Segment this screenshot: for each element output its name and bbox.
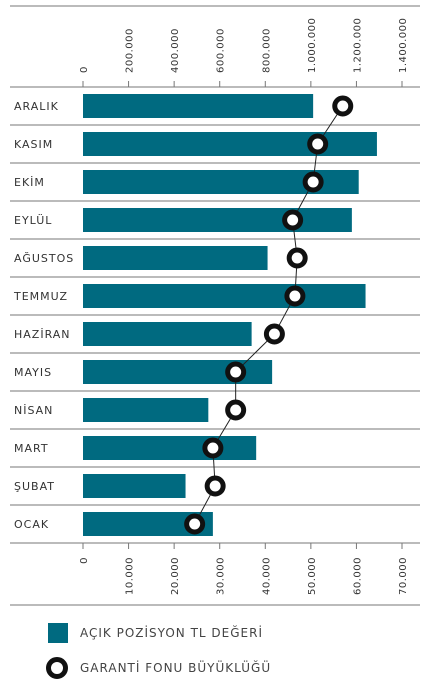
bar (83, 474, 186, 498)
category-label: ŞUBAT (14, 480, 55, 493)
bottom-tick-label: 10.000 (125, 557, 136, 595)
marker (225, 361, 247, 383)
bottom-tick-label: 20.000 (170, 557, 181, 595)
bar (83, 322, 252, 346)
category-label: NİSAN (14, 404, 53, 417)
legend-swatch-bars (48, 623, 68, 643)
top-tick-label: 600.000 (216, 28, 227, 73)
top-tick-label: 1.400.000 (398, 18, 409, 73)
chart-svg: 0 200.000 400.000 600.000 800.000 1.000.000 1.… (10, 5, 420, 606)
category-label: HAZİRAN (14, 328, 71, 341)
category-label: EYLÜL (14, 214, 52, 227)
category-label: EKİM (14, 176, 45, 189)
row-separators (10, 124, 420, 544)
marker (225, 399, 247, 421)
top-tick-label: 200.000 (125, 28, 136, 73)
bottom-tick-label: 40.000 (261, 557, 272, 595)
legend-label-bars: AÇIK POZİSYON TL DEĞERİ (80, 626, 263, 640)
bottom-axis: 0 10.000 20.000 30.000 40.000 50.000 60.000 70.… (10, 543, 420, 606)
bar (83, 246, 268, 270)
marker (286, 247, 308, 269)
marker (282, 209, 304, 231)
bar (83, 436, 257, 460)
category-label: KASIM (14, 138, 53, 151)
top-tick-label: 0 (79, 66, 90, 73)
legend-marker-icon (46, 657, 68, 679)
legend-item-bars: AÇIK POZİSYON TL DEĞERİ (48, 623, 263, 643)
bar (83, 208, 352, 232)
bottom-tick-label: 70.000 (398, 557, 409, 595)
bottom-tick-label: 50.000 (307, 557, 318, 595)
legend-item-markers: GARANTİ FONU BÜYÜKLÜĞÜ (46, 657, 272, 679)
category-label: AĞUSTOS (14, 252, 74, 265)
marker (263, 323, 285, 345)
bar (83, 398, 209, 422)
legend-label-markers: GARANTİ FONU BÜYÜKLÜĞÜ (80, 661, 272, 675)
category-label: MAYIS (14, 366, 52, 379)
category-label: ARALIK (14, 100, 59, 113)
top-tick-label: 1.000.000 (307, 18, 318, 73)
marker (202, 437, 224, 459)
top-axis: 0 200.000 400.000 600.000 800.000 1.000.000 1.… (10, 18, 420, 88)
category-label: MART (14, 442, 49, 455)
marker (307, 133, 329, 155)
bottom-tick-label: 30.000 (216, 557, 227, 595)
bar (83, 132, 377, 156)
top-tick-label: 800.000 (261, 28, 272, 73)
marker (184, 513, 206, 535)
marker (204, 475, 226, 497)
marker (332, 95, 354, 117)
category-label: OCAK (14, 518, 49, 531)
bar (83, 284, 366, 308)
bar (83, 94, 314, 118)
marker (284, 285, 306, 307)
top-tick-label: 1.200.000 (352, 18, 363, 73)
marker-series (184, 95, 354, 535)
bottom-tick-label: 60.000 (352, 557, 363, 595)
top-tick-label: 400.000 (170, 28, 181, 73)
marker (302, 171, 324, 193)
bottom-tick-label: 0 (79, 557, 90, 564)
category-label: TEMMUZ (13, 290, 68, 303)
category-labels: ARALIK KASIM EKİM EYLÜL AĞUSTOS TEMMUZ HAZİRAN… (13, 100, 74, 531)
